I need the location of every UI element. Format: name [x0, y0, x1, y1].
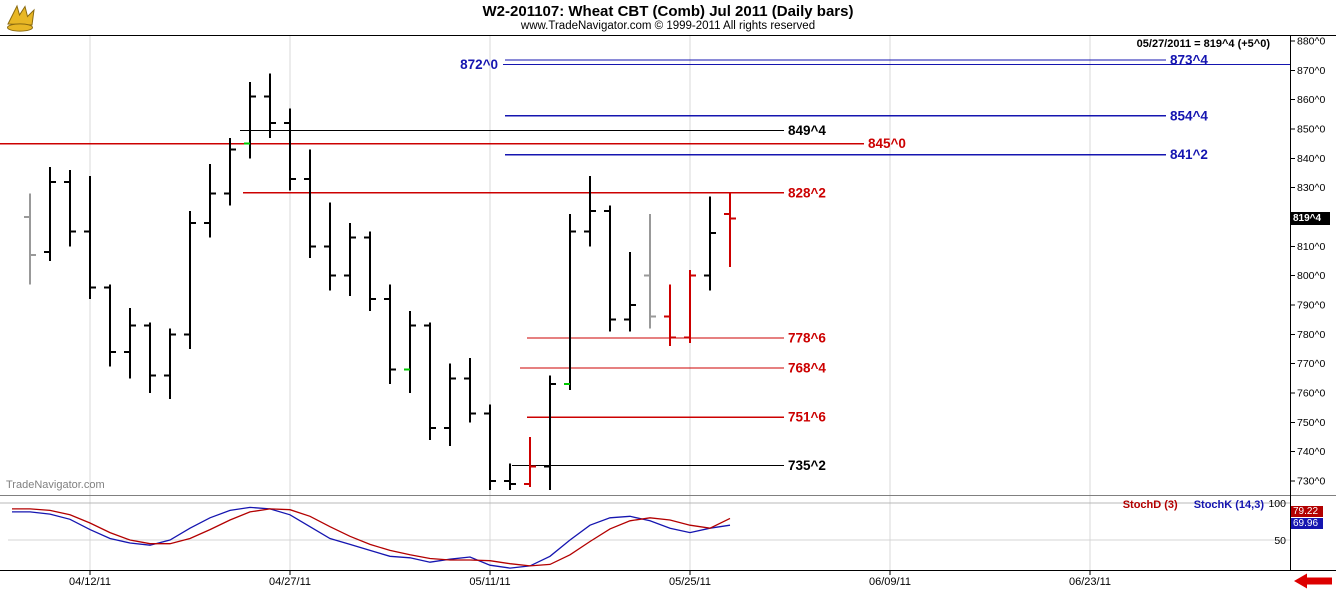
copyright-text: www.TradeNavigator.com © 1999-2011 All r… — [520, 20, 816, 32]
price-tick-label: 760^0 — [1297, 388, 1325, 400]
watermark-text: TradeNavigator.com — [6, 479, 105, 491]
level-label: 828^2 — [788, 185, 826, 200]
level-label: 854^4 — [1170, 108, 1208, 123]
price-tick-label: 850^0 — [1297, 124, 1325, 136]
price-tick-label: 790^0 — [1297, 300, 1325, 312]
level-label: 841^2 — [1170, 147, 1208, 162]
price-tick-label: 750^0 — [1297, 417, 1325, 429]
date-tick-label: 06/09/11 — [869, 576, 911, 588]
chart-title: W2-201107: Wheat CBT (Comb) Jul 2011 (Da… — [482, 3, 854, 20]
stoch-k-value-badge: 69.96 — [1291, 518, 1323, 529]
price-tick-label: 730^0 — [1297, 476, 1325, 488]
level-label: 735^2 — [788, 458, 826, 473]
date-tick-label: 05/25/11 — [669, 576, 711, 588]
level-label: 845^0 — [868, 136, 906, 151]
price-tick-label: 770^0 — [1297, 358, 1325, 370]
price-tick-label: 860^0 — [1297, 94, 1325, 106]
level-label: 849^4 — [788, 123, 826, 138]
app-logo-icon — [4, 3, 38, 33]
scroll-left-button[interactable] — [1292, 572, 1334, 590]
stoch-k-legend-label: StochK (14,3) — [1193, 499, 1264, 511]
date-tick-label: 04/12/11 — [69, 576, 111, 588]
level-label: 751^6 — [788, 410, 826, 425]
price-tick-label: 740^0 — [1297, 446, 1325, 458]
price-tick-label: 780^0 — [1297, 329, 1325, 341]
stoch-d-line — [12, 508, 731, 567]
price-tick-label: 800^0 — [1297, 270, 1325, 282]
stoch-d-legend-label: StochD (3) — [1122, 499, 1178, 511]
stoch-scale-50: 50 — [1274, 535, 1286, 547]
left-arrow-icon — [1294, 573, 1332, 589]
price-tick-label: 880^0 — [1297, 36, 1325, 48]
stoch-legend: StochD (3) StochK (14,3) — [1123, 499, 1264, 511]
last-quote-info: 05/27/2011 = 819^4 (+5^0) — [1136, 38, 1270, 50]
price-tick-label: 810^0 — [1297, 241, 1325, 253]
level-label: 778^6 — [788, 331, 826, 346]
stoch-scale-100: 100 — [1268, 498, 1286, 510]
date-tick-label: 06/23/11 — [1069, 576, 1111, 588]
price-tick-label: 830^0 — [1297, 182, 1325, 194]
level-label: 872^0 — [460, 57, 498, 72]
level-label: 768^4 — [788, 361, 826, 376]
stoch-k-line — [12, 506, 731, 569]
date-tick-label: 04/27/11 — [269, 576, 311, 588]
price-tick-label: 870^0 — [1297, 65, 1325, 77]
last-price-badge: 819^4 — [1291, 212, 1330, 225]
date-tick-label: 05/11/11 — [469, 576, 510, 588]
price-tick-label: 840^0 — [1297, 153, 1325, 165]
stoch-d-value-badge: 79.22 — [1291, 506, 1323, 517]
level-label: 873^4 — [1170, 53, 1208, 68]
